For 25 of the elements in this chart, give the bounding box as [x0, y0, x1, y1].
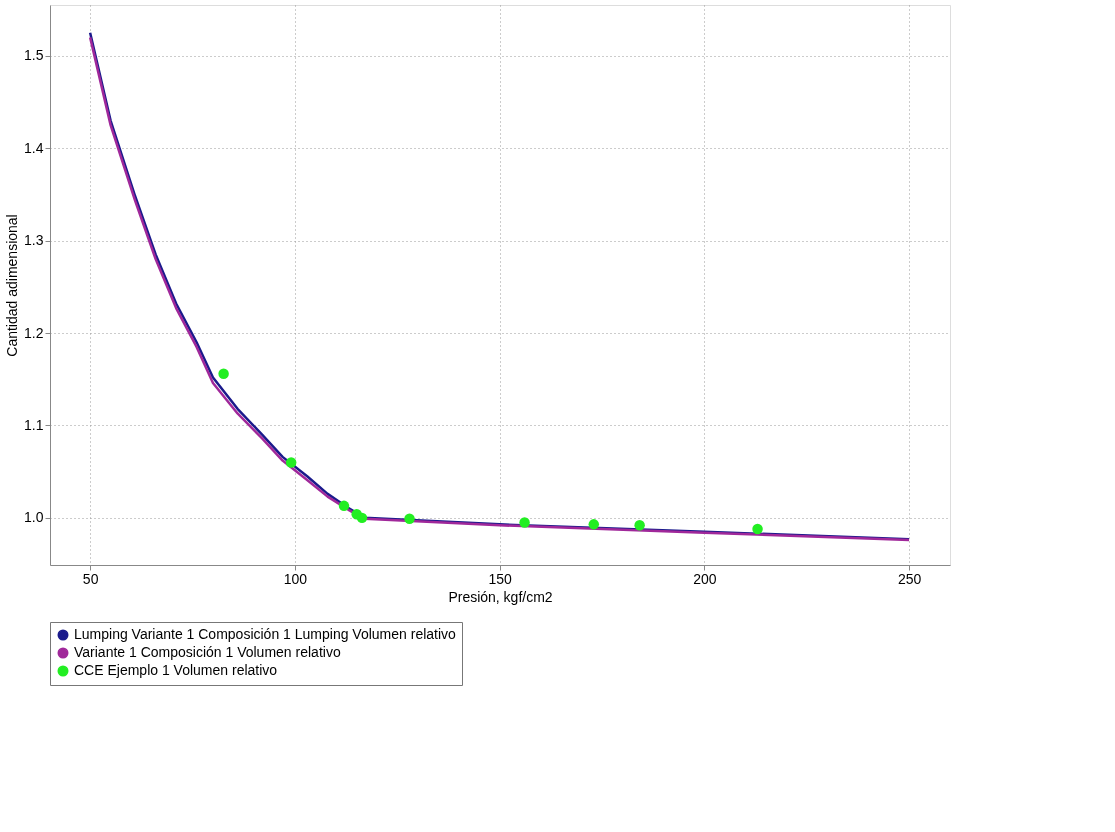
y-tick-label: 1.4 [24, 139, 44, 156]
point [519, 517, 530, 528]
legend-label: CCE Ejemplo 1 Volumen relativo [74, 662, 278, 678]
legend-label: Variante 1 Composición 1 Volumen relativo [74, 644, 341, 660]
x-tick-label: 200 [693, 570, 717, 587]
x-tick-label: 250 [897, 570, 922, 587]
y-tick-label: 1.2 [24, 324, 44, 341]
x-tick-label: 100 [283, 570, 308, 587]
x-tick-label: 150 [488, 570, 512, 587]
x-axis-title: Presión, kgf/cm2 [448, 588, 553, 605]
point [752, 523, 763, 535]
y-tick-label: 1.1 [24, 416, 44, 433]
point [588, 519, 600, 530]
point [404, 513, 415, 525]
x-tick-label: 50 [82, 570, 99, 587]
y-tick-label: 1.5 [24, 47, 44, 64]
point [218, 368, 229, 379]
point [285, 457, 297, 468]
y-axis-title: Cantidad adimensional [4, 214, 21, 357]
point [356, 512, 368, 524]
legend-label: Lumping Variante 1 Composición 1 Lumping Volumen relativo [74, 626, 457, 642]
point [338, 500, 350, 512]
point [634, 520, 645, 531]
y-tick-label: 1.3 [24, 232, 44, 249]
y-tick-label: 1.0 [24, 509, 44, 526]
